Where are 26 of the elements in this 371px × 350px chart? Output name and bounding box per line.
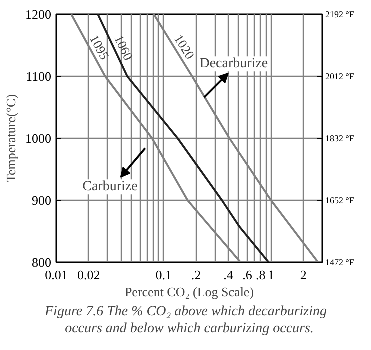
- annotation: Carburize: [82, 180, 138, 195]
- x-axis-title: Percent CO₂ (Log Scale): [124, 284, 254, 300]
- y2-tick-label: 1652 °F: [326, 196, 354, 206]
- x-tick-label: 1: [268, 268, 275, 282]
- x-tick-label: 0.01: [45, 268, 68, 282]
- x-tick-label: .8: [256, 268, 266, 282]
- y2-tick-label: 1832 °F: [326, 134, 354, 144]
- y2-tick-label: 2012 °F: [326, 72, 354, 82]
- y-tick-label: 800: [32, 255, 52, 270]
- y2-tick-label: 2192 °F: [326, 10, 354, 20]
- x-tick-label: .4: [224, 268, 234, 282]
- text: 1095: [86, 32, 113, 62]
- caption: Figure 7.6 The % CO₂ above which decarburizing occurs and below which carburizing occurs.: [44, 304, 327, 336]
- x-tick-label: 0.02: [77, 268, 100, 282]
- x-tick-label: .6: [242, 268, 253, 282]
- x-tick-label: 0.1: [156, 268, 172, 282]
- x-tick-label: 2: [300, 268, 307, 282]
- annotation: Decarburize: [200, 56, 268, 72]
- y-tick-label: 1000: [26, 131, 52, 146]
- y-axis-title: Temperature(°C): [4, 94, 18, 183]
- y-tick-label: 1100: [26, 69, 52, 84]
- y-tick-label: 1200: [26, 7, 52, 22]
- y-tick-label: 900: [32, 193, 52, 208]
- x-tick-label: .2: [191, 268, 202, 282]
- text: 1060: [112, 32, 136, 63]
- y2-tick-label: 1472 °F: [326, 258, 354, 268]
